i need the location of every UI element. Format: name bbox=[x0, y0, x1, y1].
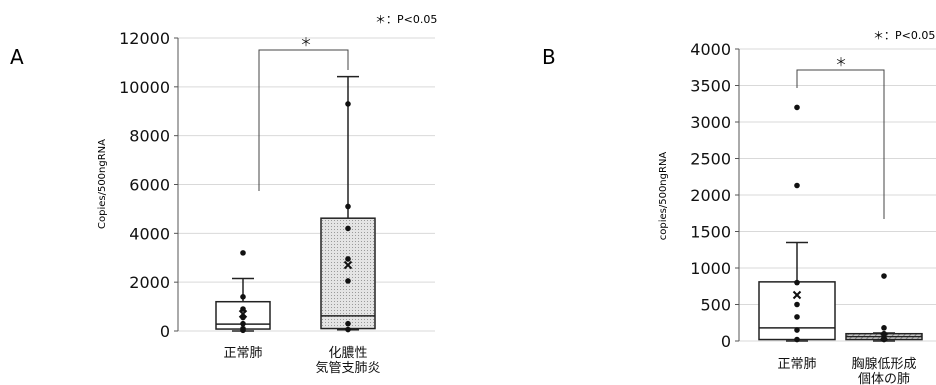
box-group bbox=[215, 250, 271, 334]
mean-marker bbox=[879, 332, 889, 341]
y-tick-label: 3000 bbox=[690, 113, 731, 132]
data-point bbox=[794, 301, 800, 308]
panel-letter-b: B bbox=[542, 45, 556, 69]
y-tick-label: 1000 bbox=[690, 259, 731, 278]
mean-stroke bbox=[792, 290, 802, 300]
y-axis-label-a: Copies/500ngRNA bbox=[97, 139, 108, 229]
plot-area-b: 0 500 1000 1500 2000 2500 3000 3500 4000 正常肺 胸腺低形成… bbox=[690, 40, 936, 385]
data-point bbox=[794, 314, 800, 320]
category-label: 正常肺 bbox=[777, 357, 816, 372]
data-point bbox=[794, 327, 800, 333]
data-point bbox=[240, 306, 246, 312]
significance-mark: ＊ bbox=[835, 55, 847, 69]
mean-stroke bbox=[343, 260, 353, 270]
y-tick-label: 4000 bbox=[129, 224, 170, 243]
data-point bbox=[794, 182, 800, 189]
box-iqr bbox=[320, 217, 376, 330]
category-label: 個体の肺 bbox=[858, 372, 910, 385]
significance-bracket bbox=[796, 69, 885, 219]
data-point bbox=[345, 256, 351, 262]
data-point bbox=[881, 325, 887, 331]
data-point bbox=[345, 101, 351, 107]
data-point bbox=[345, 320, 351, 327]
panel-b: B ＊：P<0.05 copies/500ngRNA 0 500 1000 1500 2… bbox=[542, 29, 936, 385]
mean-stroke bbox=[879, 332, 889, 341]
mean-marker bbox=[792, 290, 802, 300]
data-point bbox=[240, 327, 246, 334]
y-tick-label: 6000 bbox=[129, 176, 170, 195]
significance-note-a: ＊：P<0.05 bbox=[375, 13, 437, 26]
data-point bbox=[345, 225, 351, 232]
box-group bbox=[845, 273, 923, 343]
panel-letter-a: A bbox=[10, 45, 24, 69]
y-tick-label: 10000 bbox=[119, 78, 170, 97]
y-tick-label: 0 bbox=[721, 332, 731, 351]
category-label: 胸腺低形成 bbox=[851, 357, 916, 372]
significance-mark: ＊ bbox=[300, 35, 312, 49]
y-tick-label: 3500 bbox=[690, 77, 731, 96]
box-group bbox=[320, 75, 376, 333]
panel-a: A ＊：P<0.05 Copies/500ngRNA 0 2000 4000 6000… bbox=[10, 13, 437, 376]
box-group bbox=[758, 104, 836, 343]
mean-marker bbox=[238, 309, 248, 319]
data-point bbox=[240, 320, 246, 327]
y-tick-label: 4000 bbox=[690, 40, 731, 59]
significance-bracket bbox=[258, 49, 349, 191]
y-tick-label: 2000 bbox=[690, 186, 731, 205]
data-point bbox=[240, 294, 246, 300]
significance-note-b: ＊：P<0.05 bbox=[873, 29, 935, 42]
y-tick-label: 8000 bbox=[129, 127, 170, 146]
category-label: 気管支肺炎 bbox=[315, 360, 380, 376]
data-point bbox=[794, 279, 800, 286]
y-tick-label: 12000 bbox=[119, 29, 170, 48]
y-tick-label: 0 bbox=[160, 322, 170, 341]
data-point bbox=[794, 336, 800, 343]
y-axis-label-b: copies/500ngRNA bbox=[658, 152, 669, 241]
data-point bbox=[881, 273, 887, 279]
y-tick-label: 500 bbox=[700, 296, 731, 315]
data-point bbox=[794, 104, 800, 111]
data-point bbox=[240, 250, 246, 256]
category-label: 化膿性 bbox=[328, 346, 367, 361]
y-tick-label: 1500 bbox=[690, 223, 731, 242]
data-point bbox=[345, 203, 351, 210]
y-tick-label: 2500 bbox=[690, 150, 731, 169]
category-label: 正常肺 bbox=[223, 346, 262, 361]
y-tick-label: 2000 bbox=[129, 273, 170, 292]
mean-stroke bbox=[238, 309, 248, 319]
data-point bbox=[345, 278, 351, 284]
data-point bbox=[345, 326, 351, 333]
mean-marker bbox=[343, 260, 353, 270]
